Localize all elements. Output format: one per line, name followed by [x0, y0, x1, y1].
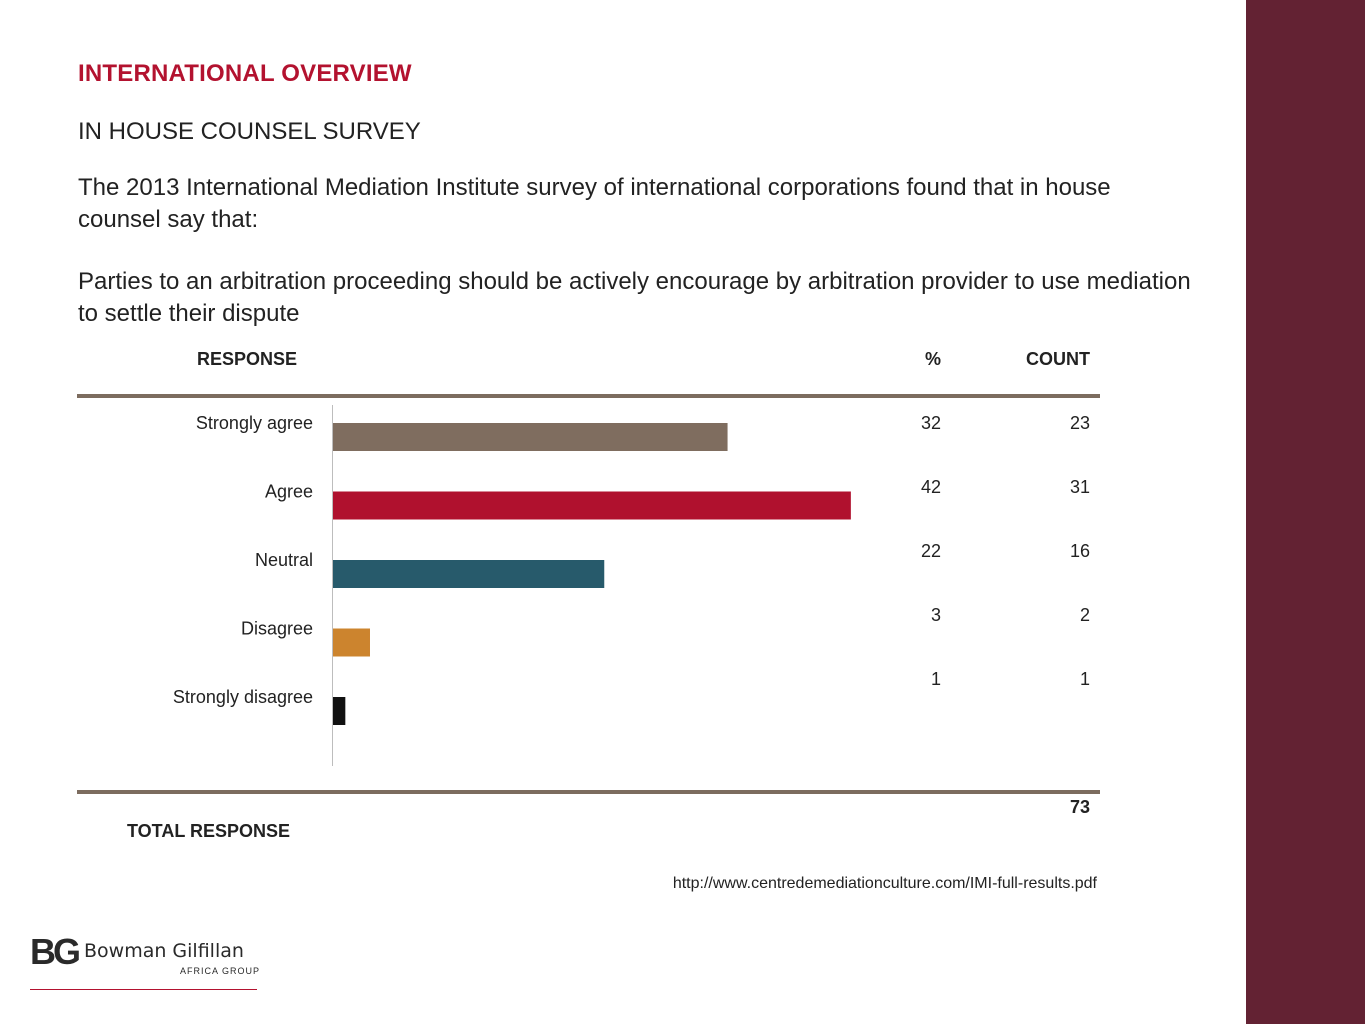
logo-subtitle: AFRICA GROUP: [180, 966, 261, 976]
table-top-rule: [77, 394, 1100, 398]
table-bottom-rule: [77, 790, 1100, 794]
percent-value-4: 1: [931, 669, 941, 689]
bar-3: [333, 628, 370, 657]
bar-0: [333, 423, 728, 451]
count-value-4: 1: [1080, 669, 1090, 689]
bar-2: [333, 560, 605, 588]
percent-value-2: 22: [921, 541, 941, 561]
category-label-4: Strongly disagree: [173, 687, 313, 707]
total-response-value: 73: [1069, 797, 1090, 817]
intro-text: The 2013 International Mediation Institu…: [78, 174, 1111, 233]
logo-underline: [30, 989, 257, 990]
category-label-0: Strongly agree: [196, 413, 313, 433]
percent-value-3: 3: [931, 605, 941, 625]
percent-value-1: 42: [921, 477, 941, 497]
response-column-header: RESPONSE: [197, 349, 298, 369]
side-accent-bar: [1246, 0, 1365, 1024]
category-label-2: Neutral: [255, 550, 313, 570]
logo-mark: BG: [30, 931, 81, 972]
count-value-3: 2: [1080, 605, 1090, 625]
percent-value-0: 32: [921, 413, 941, 433]
logo-name: Bowman Gilfillan: [84, 940, 244, 962]
category-label-1: Agree: [265, 482, 313, 502]
category-label-3: Disagree: [241, 619, 313, 639]
percent-column-header: %: [924, 349, 941, 369]
count-column-header: COUNT: [1026, 349, 1090, 369]
count-value-1: 31: [1070, 477, 1090, 497]
bar-4: [333, 697, 346, 725]
total-response-label: TOTAL RESPONSE: [127, 821, 291, 841]
source-link[interactable]: http://www.centredemediationculture.com/…: [672, 875, 1097, 892]
count-value-0: 23: [1070, 413, 1090, 433]
company-logo: BG Bowman Gilfillan AFRICA GROUP: [30, 934, 260, 992]
survey-question: Parties to an arbitration proceeding sho…: [78, 268, 1191, 327]
chart-axis-line: [332, 405, 333, 766]
slide-subheading: IN HOUSE COUNSEL SURVEY: [78, 118, 421, 145]
count-value-2: 16: [1070, 541, 1090, 561]
slide-heading: INTERNATIONAL OVERVIEW: [78, 60, 412, 87]
bar-1: [333, 491, 851, 520]
